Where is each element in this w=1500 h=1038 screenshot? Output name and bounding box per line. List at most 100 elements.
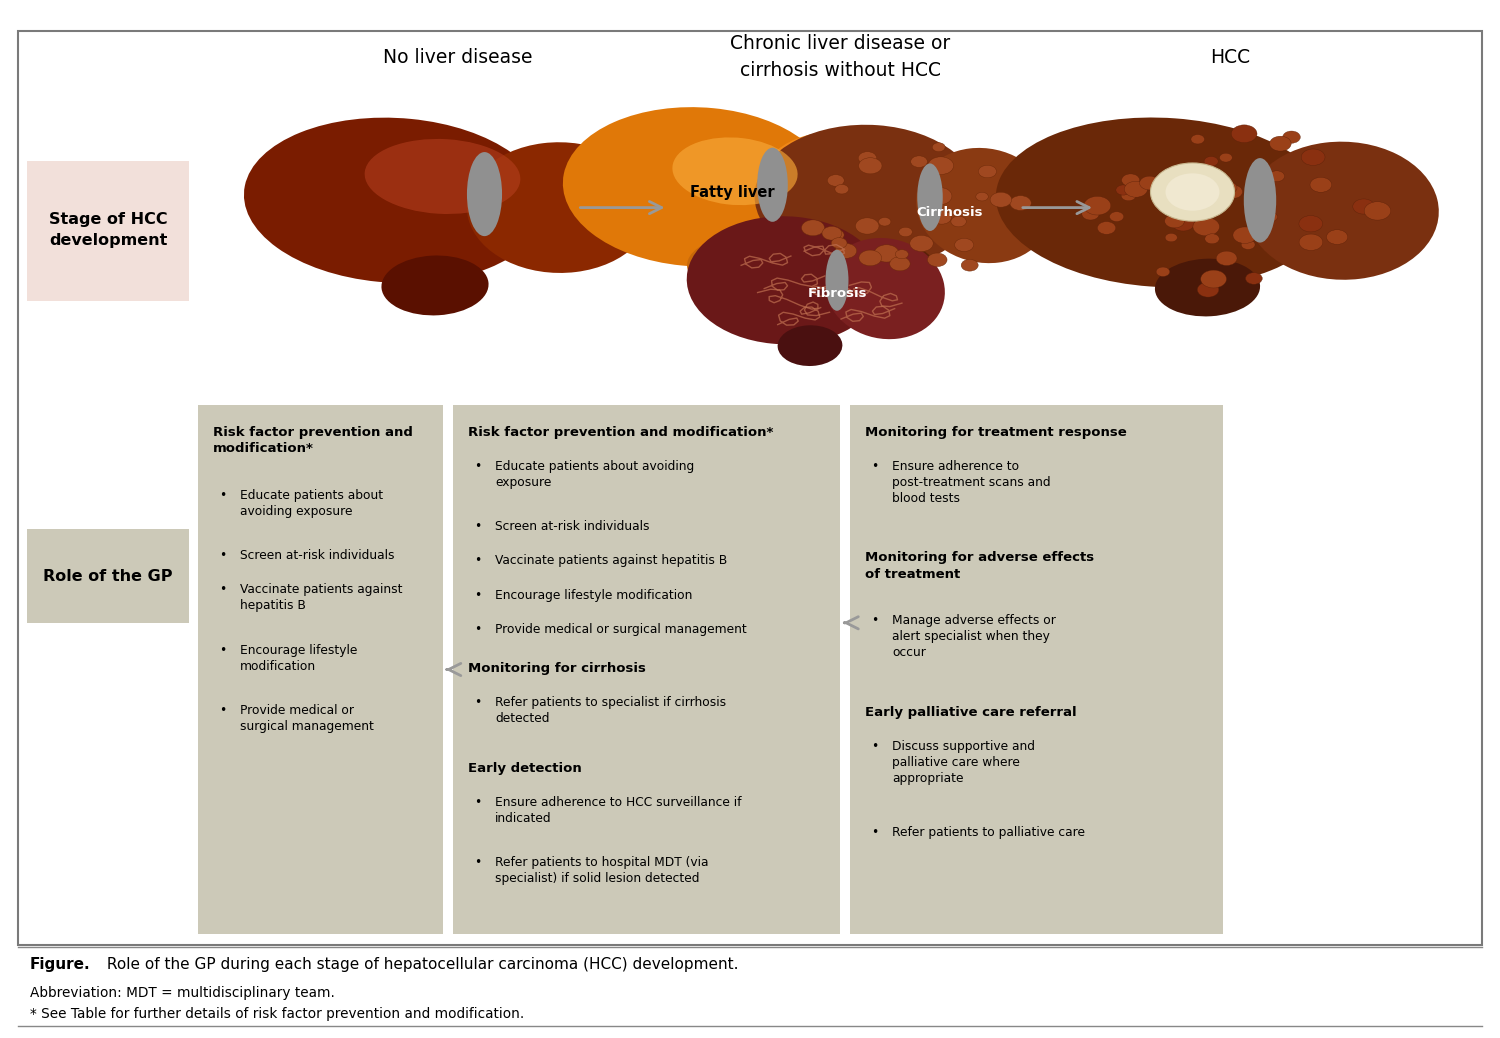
Ellipse shape <box>687 216 882 345</box>
Text: •: • <box>474 856 482 870</box>
Circle shape <box>932 142 945 152</box>
Text: Monitoring for cirrhosis: Monitoring for cirrhosis <box>468 662 646 676</box>
Circle shape <box>976 192 988 201</box>
Circle shape <box>1282 131 1300 143</box>
Circle shape <box>978 165 996 177</box>
Text: Early detection: Early detection <box>468 762 582 775</box>
Circle shape <box>954 239 974 251</box>
Text: •: • <box>871 460 879 473</box>
Circle shape <box>932 211 951 224</box>
Ellipse shape <box>758 147 788 222</box>
Text: Stage of HCC
development: Stage of HCC development <box>48 213 168 248</box>
Ellipse shape <box>859 244 934 292</box>
Circle shape <box>1122 174 1140 187</box>
Text: Figure.: Figure. <box>30 957 90 972</box>
FancyBboxPatch shape <box>850 405 1222 934</box>
Text: Early palliative care referral: Early palliative care referral <box>865 706 1077 719</box>
Text: Manage adverse effects or
alert specialist when they
occur: Manage adverse effects or alert speciali… <box>892 614 1056 659</box>
Text: Fibrosis: Fibrosis <box>807 288 867 300</box>
Circle shape <box>1269 171 1284 182</box>
Ellipse shape <box>1155 258 1260 317</box>
Circle shape <box>896 250 909 258</box>
Circle shape <box>831 238 848 248</box>
Text: Ensure adherence to
post-treatment scans and
blood tests: Ensure adherence to post-treatment scans… <box>892 460 1052 504</box>
Text: •: • <box>219 644 226 657</box>
Text: •: • <box>219 549 226 563</box>
Circle shape <box>801 220 825 236</box>
Circle shape <box>874 245 898 262</box>
FancyBboxPatch shape <box>27 529 189 623</box>
Ellipse shape <box>244 117 544 283</box>
Circle shape <box>910 156 927 167</box>
Ellipse shape <box>825 250 849 310</box>
Text: Fatty liver: Fatty liver <box>690 185 774 199</box>
Circle shape <box>822 226 842 240</box>
Text: No liver disease: No liver disease <box>382 48 532 66</box>
Circle shape <box>1360 203 1377 215</box>
Circle shape <box>1156 267 1170 276</box>
Text: Refer patients to hospital MDT (via
specialist) if solid lesion detected: Refer patients to hospital MDT (via spec… <box>495 856 708 885</box>
FancyBboxPatch shape <box>198 405 442 934</box>
Circle shape <box>1245 273 1263 284</box>
Text: Screen at-risk individuals: Screen at-risk individuals <box>495 520 650 534</box>
Circle shape <box>1222 185 1242 198</box>
Text: Role of the GP: Role of the GP <box>44 569 172 583</box>
Text: Discuss supportive and
palliative care where
appropriate: Discuss supportive and palliative care w… <box>892 740 1035 785</box>
Circle shape <box>858 158 882 174</box>
Circle shape <box>1326 229 1347 244</box>
Circle shape <box>1010 196 1031 211</box>
Text: Cirrhosis: Cirrhosis <box>916 207 982 219</box>
Circle shape <box>1166 173 1219 211</box>
Text: •: • <box>219 583 226 597</box>
Circle shape <box>1110 212 1124 221</box>
Text: •: • <box>474 460 482 473</box>
FancyBboxPatch shape <box>18 31 1482 945</box>
Circle shape <box>1164 186 1176 195</box>
Circle shape <box>1082 208 1100 220</box>
Circle shape <box>1197 282 1219 297</box>
Ellipse shape <box>996 117 1329 288</box>
Circle shape <box>858 152 876 164</box>
Circle shape <box>836 185 849 194</box>
Ellipse shape <box>754 125 980 270</box>
Circle shape <box>828 229 844 241</box>
Circle shape <box>1299 234 1323 250</box>
Text: •: • <box>474 589 482 602</box>
Circle shape <box>962 260 978 271</box>
Ellipse shape <box>466 142 652 273</box>
Circle shape <box>855 218 879 235</box>
Circle shape <box>1310 177 1332 192</box>
FancyBboxPatch shape <box>453 405 840 934</box>
Ellipse shape <box>1244 158 1276 243</box>
Text: •: • <box>871 826 879 840</box>
Ellipse shape <box>562 107 832 267</box>
Circle shape <box>1269 136 1292 152</box>
Circle shape <box>927 187 952 204</box>
Ellipse shape <box>916 163 942 231</box>
Circle shape <box>1166 234 1178 242</box>
Text: Encourage lifestyle
modification: Encourage lifestyle modification <box>240 644 357 673</box>
Circle shape <box>1098 221 1116 235</box>
Text: Abbreviation: MDT = multidisciplinary team.: Abbreviation: MDT = multidisciplinary te… <box>30 986 334 1000</box>
Circle shape <box>1116 185 1131 195</box>
Text: Encourage lifestyle modification: Encourage lifestyle modification <box>495 589 693 602</box>
Text: •: • <box>474 696 482 710</box>
Circle shape <box>836 243 856 258</box>
Circle shape <box>859 250 882 266</box>
Circle shape <box>1216 251 1237 266</box>
Circle shape <box>1084 196 1112 215</box>
Circle shape <box>1150 163 1234 221</box>
Circle shape <box>1233 227 1257 244</box>
Text: Vaccinate patients against
hepatitis B: Vaccinate patients against hepatitis B <box>240 583 402 612</box>
Circle shape <box>1172 216 1194 231</box>
Circle shape <box>1299 216 1323 231</box>
Circle shape <box>1200 270 1227 288</box>
Ellipse shape <box>916 147 1052 264</box>
Ellipse shape <box>1246 141 1438 280</box>
Text: Vaccinate patients against hepatitis B: Vaccinate patients against hepatitis B <box>495 554 728 568</box>
Circle shape <box>1164 214 1185 228</box>
Circle shape <box>1353 199 1374 214</box>
Text: •: • <box>219 704 226 717</box>
Text: Monitoring for adverse effects
of treatment: Monitoring for adverse effects of treatm… <box>865 551 1095 580</box>
Circle shape <box>1240 240 1256 249</box>
